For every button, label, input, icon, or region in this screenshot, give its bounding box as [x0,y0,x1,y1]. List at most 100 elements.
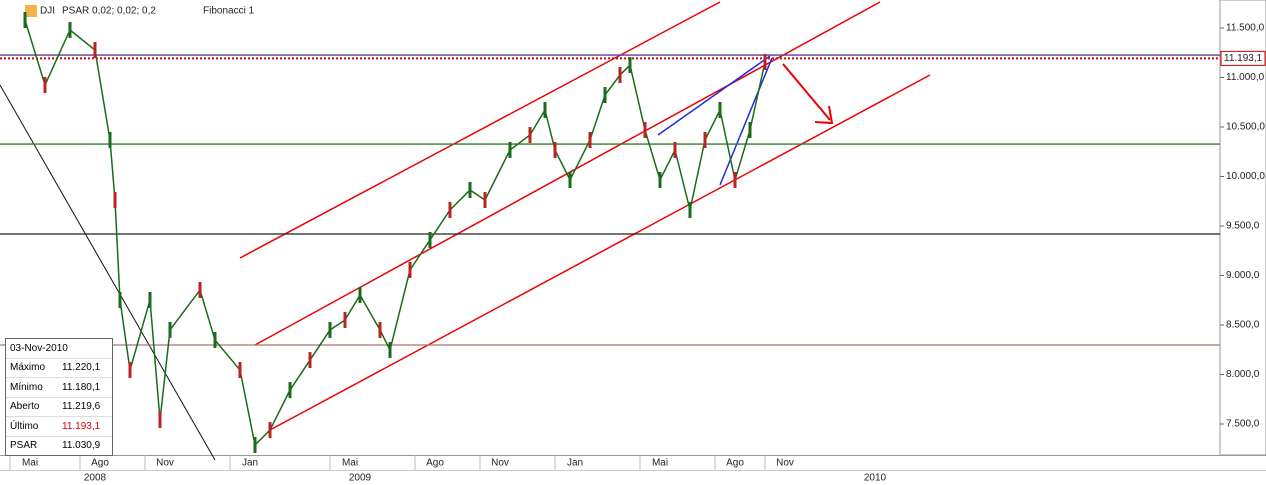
info-value: 11.219,6 [62,401,101,413]
info-box: 03-Nov-2010 Máximo 11.220,1 Mínimo 11.180,1 A… [5,338,113,456]
price-bar [43,77,47,94]
y-tick-label: 8.000,0 [1226,369,1260,380]
info-date: 03-Nov-2010 [10,342,68,354]
price-bar [158,412,162,429]
price-bar [168,321,172,338]
x-tick-label: Ago [426,458,444,469]
price-bar [718,101,722,118]
price-bar [468,181,472,198]
info-row: Último 11.193,1 [6,416,112,436]
price-bar [673,141,677,158]
y-tick-label: 9.000,0 [1226,270,1260,281]
price-bar [288,382,292,399]
info-row: Máximo 11.220,1 [6,357,112,378]
price-bar [198,281,202,298]
price-bar [643,121,647,138]
x-tick-label: Nov [776,458,794,469]
price-bar [688,201,692,218]
price-bar [238,362,242,379]
price-bar [268,422,272,439]
price-bar [763,53,767,70]
y-tick-label: 8.500,0 [1226,320,1260,331]
x-tick-label: Ago [726,458,744,469]
last-price-label: 11.193,1 [1224,53,1263,64]
info-row: Mínimo 11.180,1 [6,377,112,397]
price-bar [213,332,217,349]
info-value: 11.030,9 [62,440,101,452]
info-key: PSAR [10,440,38,452]
x-tick-label: Mai [652,458,668,469]
price-bar [343,311,347,328]
info-key: Mínimo [10,381,43,393]
info-value: 11.180,1 [62,381,101,393]
price-bar [703,131,707,148]
y-tick-label: 11.500,0 [1226,23,1265,34]
info-key: Máximo [10,362,46,374]
symbol: DJI [40,6,55,17]
info-value: 11.193,1 [62,420,101,432]
price-bar [68,21,72,38]
price-bar [618,67,622,84]
price-bar [568,171,572,188]
year-label: 2010 [864,473,887,484]
price-bar [113,191,117,208]
price-bar [128,362,132,379]
price-line [24,19,766,447]
last-price-box [1220,50,1266,66]
channel-lines [239,1,931,431]
price-bar [108,131,112,148]
price-bar [543,101,547,118]
price-bar [528,127,532,144]
price-bar [23,11,27,28]
y-tick-label: 10.000,0 [1226,171,1265,182]
y-tick-label: 11.000,0 [1226,72,1265,83]
indicator[interactable]: PSAR 0,02; 0,02; 0,2 [62,6,156,17]
price-bar [253,437,257,454]
price-bar [408,261,412,278]
price-bar [553,141,557,158]
x-tick-label: Nov [491,458,509,469]
x-tick-label: Mai [342,458,358,469]
price-bar [508,141,512,158]
price-bar [628,57,632,74]
info-value: 11.220,1 [62,362,101,374]
year-label: 2008 [84,473,107,484]
price-bar [483,191,487,208]
info-row: PSAR 11.030,9 [6,435,112,456]
price-bar [328,321,332,338]
price-bar [388,342,392,359]
trend-line [0,84,216,461]
price-bar [448,201,452,218]
icon [25,5,37,17]
price-bar [118,291,122,308]
info-row: Aberto 11.219,6 [6,396,112,417]
price-bar [603,87,607,104]
price-bar [733,171,737,188]
info-key: Último [10,420,39,432]
tool[interactable]: Fibonacci 1 [203,6,255,17]
y-tick-label: 9.500,0 [1226,221,1260,232]
price-bar [588,131,592,148]
x-tick-label: Nov [156,458,174,469]
price-bar [658,171,662,188]
y-axis-panel [1219,0,1266,456]
price-bar [428,231,432,248]
price-bar [358,287,362,304]
year-label: 2009 [349,473,372,484]
arrow [782,63,834,125]
info-key: Aberto [10,401,40,413]
x-tick-label: Mai [22,458,38,469]
price-bar [308,352,312,369]
wedge-lines [657,55,773,186]
x-tick-label: Ago [91,458,109,469]
x-tick-label: Jan [242,458,258,469]
price-bar [93,41,97,58]
x-tick-label: Jan [567,458,583,469]
y-tick-label: 7.500,0 [1226,419,1260,430]
y-tick-label: 10.500,0 [1226,122,1265,133]
price-bar [378,321,382,338]
price-bar [148,291,152,308]
price-bar [748,121,752,138]
